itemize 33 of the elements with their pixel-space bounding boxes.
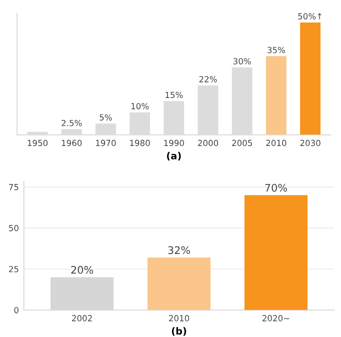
data-label: 10%	[131, 103, 149, 110]
data-label: 2.5%	[62, 120, 82, 126]
x-tick-label: 1950	[28, 140, 48, 146]
x-tick-label: 2030	[300, 140, 320, 146]
x-tick-label: 1990	[164, 140, 184, 146]
x-tick-label: 2000	[198, 140, 218, 146]
data-label: 5%	[100, 114, 112, 121]
bar	[244, 195, 308, 310]
x-tick-label: 1970	[96, 140, 116, 146]
data-label: 30%	[233, 58, 251, 64]
bar	[300, 22, 321, 135]
data-label: 50%↑	[298, 13, 322, 20]
data-label: 32%	[168, 246, 190, 254]
x-tick-label: 2002	[72, 315, 92, 322]
bar	[266, 56, 286, 135]
x-tick-label: 2010	[266, 140, 286, 146]
data-label: 70%	[265, 184, 287, 192]
x-axis-title: (a)	[167, 152, 181, 161]
x-tick-label: 1980	[130, 140, 150, 146]
data-label: 35%	[268, 46, 286, 54]
x-tick-label: 2005	[232, 140, 252, 146]
data-label: 22%	[199, 76, 217, 82]
y-tick-label: 50	[9, 224, 18, 232]
data-label: 20%	[71, 266, 94, 274]
bar	[148, 258, 211, 310]
x-tick-label: 2010	[169, 315, 190, 322]
x-tick-label: 1960	[62, 140, 82, 146]
data-label: 15%	[166, 92, 183, 98]
x-axis-title: (b)	[172, 327, 186, 336]
y-tick-label: 75	[9, 184, 18, 190]
y-tick-label: 25	[9, 266, 18, 272]
y-tick-label: 0	[14, 307, 18, 314]
x-tick-label: 2020~	[262, 315, 290, 322]
